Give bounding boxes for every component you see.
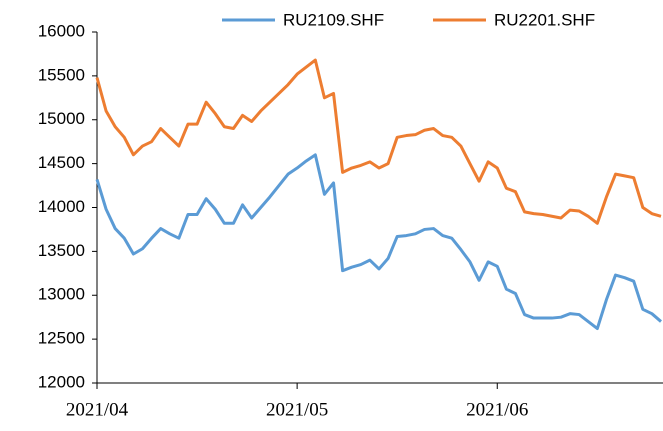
x-tick-label: 2021/04: [66, 399, 129, 420]
y-tick-label: 14500: [38, 153, 85, 172]
legend-label: RU2109.SHF: [283, 10, 384, 29]
x-tick-label: 2021/06: [466, 399, 528, 420]
legend-label: RU2201.SHF: [494, 10, 595, 29]
y-tick-label: 13500: [38, 241, 85, 260]
series-line: [95, 153, 662, 331]
series-line: [95, 58, 662, 225]
x-tick-label: 2021/05: [266, 399, 328, 420]
y-tick-label: 13000: [38, 285, 85, 304]
y-tick-label: 15000: [38, 109, 85, 128]
y-tick-label: 16000: [38, 21, 85, 40]
y-tick-label: 14000: [38, 197, 85, 216]
y-tick-label: 12000: [38, 372, 85, 391]
y-tick-label: 12500: [38, 329, 85, 348]
y-tick-label: 15500: [38, 65, 85, 84]
